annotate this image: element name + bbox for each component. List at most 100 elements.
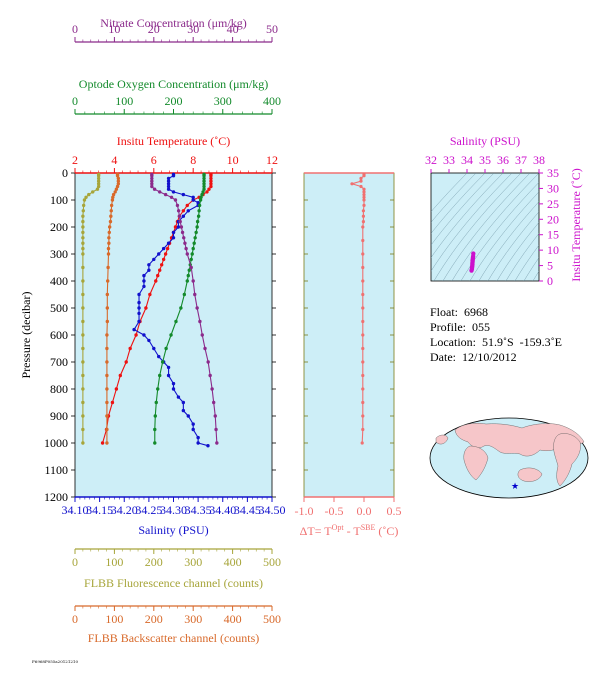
nitrate-point: [178, 219, 182, 224]
temperature-point: [118, 373, 123, 378]
delta-label-part: ΔT= T: [300, 524, 333, 538]
backscatter-point: [114, 187, 119, 191]
oxygen-point: [154, 400, 158, 405]
salinity-point: [142, 333, 146, 337]
nitrate-tick-label: 20: [148, 22, 160, 36]
fluorescence-point: [81, 214, 85, 218]
backscatter-point: [106, 252, 111, 256]
fluorescence-point: [81, 219, 85, 224]
oxygen-axis-label: Optode Oxygen Concentration (μm/kg): [79, 77, 268, 91]
temperature-point: [205, 190, 209, 194]
float-location: Location: 51.9˚S -159.3˚E: [430, 335, 562, 349]
nitrate-point: [211, 400, 216, 405]
map-landmass-australia: [517, 467, 543, 482]
density-contour: [496, 222, 539, 281]
density-contour: [460, 182, 539, 281]
temperature-tick-label: 8: [190, 153, 196, 167]
density-contour: [505, 233, 539, 281]
salinity-point: [166, 241, 171, 245]
temperature-point: [134, 333, 138, 337]
nitrate-point: [195, 306, 199, 310]
fluorescence-point: [96, 174, 101, 178]
density-contours: [431, 173, 539, 281]
delta-tick-label: -1.0: [295, 504, 314, 518]
oxygen-point: [174, 319, 178, 324]
density-contour: [514, 244, 539, 281]
delta-t-point: [361, 319, 365, 324]
density-contour: [431, 173, 513, 272]
fluorescence-point: [96, 179, 101, 183]
delta-t-point: [361, 214, 365, 218]
temperature-point: [159, 263, 164, 267]
delta-t-point: [361, 238, 365, 243]
backscatter-point: [105, 292, 110, 297]
density-contour: [431, 173, 468, 213]
nitrate-point: [203, 346, 207, 351]
ts-plot-area: [430, 172, 540, 282]
oxygen-tick-label: 300: [214, 94, 232, 108]
fluorescence-point: [81, 241, 85, 245]
backscatter-point: [109, 209, 113, 213]
ts-salinity-tick-label: 36: [497, 153, 509, 167]
backscatter-point: [105, 373, 109, 378]
delta-t-point: [361, 225, 365, 229]
salinity-tick-label: 34.15: [86, 503, 113, 517]
fluorescence-point: [81, 387, 85, 391]
salinity-point: [157, 252, 161, 256]
oxygen-point: [197, 209, 201, 213]
temperature-point: [209, 182, 213, 186]
delta-label-superscript: SBE: [361, 523, 376, 532]
delta-t-point: [361, 360, 365, 364]
backscatter-point: [115, 184, 120, 189]
ts-temp-tick-label: 20: [547, 212, 559, 226]
salinity-point: [191, 195, 195, 199]
ts-temp-tick-label: 35: [547, 166, 559, 180]
salinity-point: [176, 395, 181, 399]
salinity-point: [171, 387, 176, 391]
salinity-point: [181, 192, 186, 197]
temperature-point: [209, 176, 213, 181]
fluorescence-point: [81, 292, 85, 297]
fluorescence-point: [91, 190, 95, 194]
ts-point: [471, 251, 476, 256]
ts-temp-tick-label: 15: [547, 228, 559, 242]
nitrate-point: [150, 184, 154, 189]
fluorescence-point: [81, 360, 85, 364]
oxygen-tick-label: 0: [72, 94, 78, 108]
pressure-tick-label: 600: [50, 328, 68, 342]
oxygen-point: [200, 192, 204, 197]
fluorescence-point: [81, 252, 85, 256]
fluorescence-point: [81, 346, 85, 351]
delta-t-point: [362, 190, 366, 194]
salinity-point: [142, 279, 146, 283]
backscatter-point: [115, 174, 120, 178]
salinity-point: [137, 319, 141, 324]
temperature-point: [185, 203, 189, 208]
salinity-axis: 34.1034.1534.2034.2534.3034.3534.4034.45…: [62, 496, 286, 537]
oxygen-point: [194, 230, 198, 235]
nitrate-tick-label: 0: [72, 22, 78, 36]
salinity-point: [191, 427, 195, 432]
oxygen-axis: 0 100 200 300 400 Optode Oxygen Concentration…: [72, 77, 281, 115]
fluorescence-point: [84, 195, 88, 199]
oxygen-point: [193, 236, 197, 240]
fluorescence-tick-label: 100: [105, 555, 123, 569]
density-contour: [431, 173, 477, 223]
salinity-point: [137, 300, 141, 305]
nitrate-point: [193, 292, 197, 297]
fluorescence-point: [81, 319, 85, 324]
delta-t-point: [362, 193, 366, 197]
oxygen-point: [186, 273, 190, 278]
backscatter-point: [107, 225, 112, 229]
fluorescence-point: [81, 414, 85, 418]
nitrate-tick-label: 10: [108, 22, 120, 36]
nitrate-point: [213, 414, 217, 418]
temperature-point: [209, 184, 213, 189]
backscatter-point: [105, 306, 110, 310]
pressure-tick-label: 1200: [44, 490, 68, 504]
pressure-tick-label: 1000: [44, 436, 68, 450]
temperature-tick-label: 4: [111, 153, 117, 167]
nitrate-point: [180, 230, 185, 235]
temperature-point: [209, 179, 213, 183]
